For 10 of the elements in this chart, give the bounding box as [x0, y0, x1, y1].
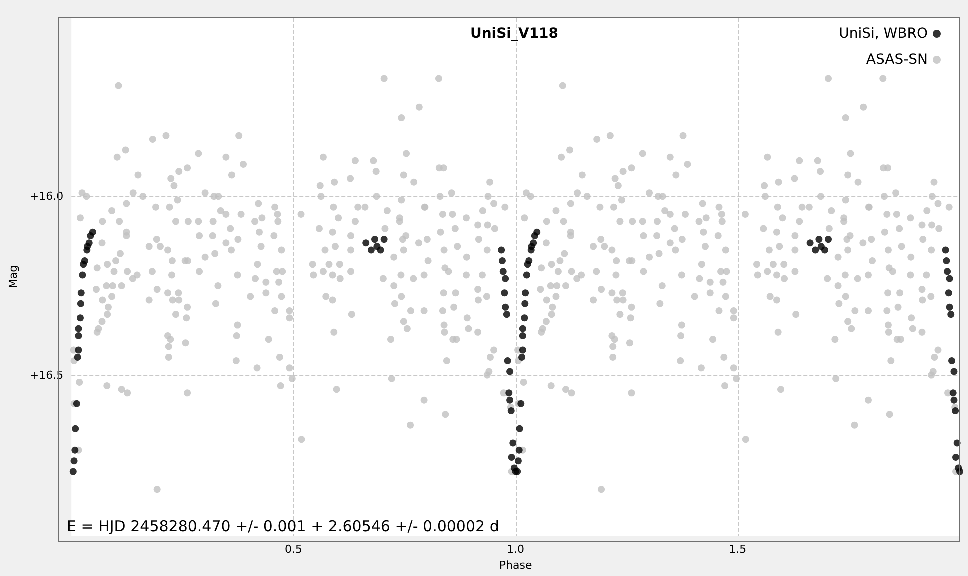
x-axis-title: Phase — [499, 559, 532, 572]
y-axis-title: Mag — [7, 265, 20, 289]
y-tick-label: +16.0 — [30, 190, 64, 204]
x-tick-label: 1.0 — [507, 543, 525, 556]
legend-label: ASAS-SN — [866, 52, 928, 68]
annotation: E = HJD 2458280.470 +/- 0.001 + 2.60546 +/- 0.00002 d — [67, 518, 500, 536]
legend-label: UniSi, WBRO — [839, 26, 928, 42]
text: UniSi_V118 — [470, 26, 559, 42]
x-tick-label: 0.5 — [284, 543, 302, 556]
x-tick-label: 1.5 — [729, 543, 747, 556]
